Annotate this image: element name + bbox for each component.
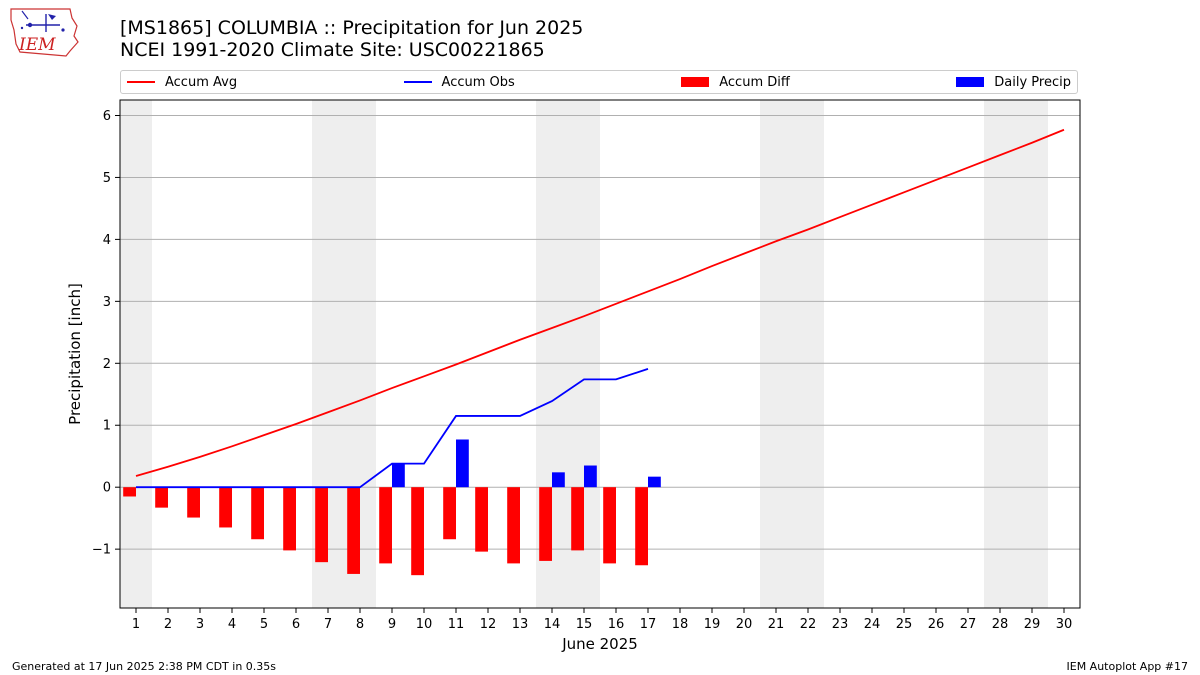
y-tick-label--1: −1 [92, 543, 111, 558]
x-tick-label-14: 14 [544, 617, 561, 632]
accum-diff-bar-2 [155, 487, 168, 508]
accum-obs-line [136, 368, 649, 489]
accum-diff-bar-1 [123, 487, 136, 497]
weekend-shade-22 [792, 100, 824, 608]
legend-label-accum-avg: Accum Avg [165, 74, 238, 90]
legend-swatch-daily-precip [956, 77, 985, 87]
x-tick-label-12: 12 [480, 617, 497, 632]
iem-logo-text: IEM [18, 35, 56, 55]
weekend-shade-29 [1016, 100, 1048, 608]
accum-diff-bar-14 [539, 487, 552, 561]
x-tick-label-5: 5 [260, 617, 268, 632]
legend-item-accum-diff: Accum Diff [681, 75, 790, 90]
legend-swatch-accum-obs [403, 81, 432, 83]
x-tick-label-8: 8 [356, 617, 364, 632]
y-tick-label-5: 5 [103, 171, 111, 186]
legend-item-accum-obs: Accum Obs [403, 74, 515, 90]
daily-precip-bar-15 [584, 465, 597, 488]
accum-diff-bar-11 [443, 487, 456, 540]
x-tick-label-24: 24 [864, 617, 881, 632]
x-tick-label-15: 15 [576, 617, 593, 632]
weekend-shade-21 [760, 100, 792, 608]
accum-diff-bar-13 [507, 487, 520, 564]
chart-subtitle: NCEI 1991-2020 Climate Site: USC00221865 [120, 39, 545, 61]
x-axis-label: June 2025 [561, 635, 638, 653]
x-tick-label-21: 21 [768, 617, 785, 632]
x-tick-label-18: 18 [672, 617, 689, 632]
footer-generated: Generated at 17 Jun 2025 2:38 PM CDT in … [12, 660, 277, 673]
x-tick-label-17: 17 [640, 617, 657, 632]
accum-diff-bar-5 [251, 487, 264, 540]
x-tick-label-30: 30 [1056, 617, 1073, 632]
x-tick-label-7: 7 [324, 617, 332, 632]
x-tick-label-20: 20 [736, 617, 753, 632]
x-tick-label-27: 27 [960, 617, 977, 632]
accum-diff-bar-16 [603, 487, 616, 564]
legend-item-daily-precip: Daily Precip [956, 75, 1071, 90]
accum-diff-bar-3 [187, 487, 200, 518]
daily-precip-bar-11 [456, 439, 469, 488]
y-tick-label-0: 0 [103, 481, 111, 496]
accum-diff-bar-6 [283, 487, 296, 551]
chart-title: [MS1865] COLUMBIA :: Precipitation for J… [120, 17, 584, 39]
daily-precip-bar-17 [648, 476, 661, 488]
daily-precip-bar-14 [552, 472, 565, 488]
accum-diff-bar-12 [475, 487, 488, 552]
accum-diff-bar-17 [635, 487, 648, 566]
legend-swatch-accum-diff [681, 77, 710, 87]
legend-label-daily-precip: Daily Precip [994, 74, 1071, 90]
accum-diff-bar-4 [219, 487, 232, 528]
weekend-shade-1 [120, 100, 152, 608]
x-tick-label-16: 16 [608, 617, 625, 632]
accum-diff-bar-9 [379, 487, 392, 564]
y-axis-label: Precipitation [inch] [66, 283, 84, 425]
x-tick-label-10: 10 [416, 617, 433, 632]
x-tick-label-19: 19 [704, 617, 721, 632]
legend: Accum Avg Accum Obs Accum Diff Daily Pre… [120, 70, 1078, 94]
x-tick-label-2: 2 [164, 617, 172, 632]
x-tick-label-9: 9 [388, 617, 396, 632]
x-tick-label-6: 6 [292, 617, 300, 632]
x-tick-label-3: 3 [196, 617, 204, 632]
accum-avg-line [135, 128, 1065, 477]
y-tick-label-3: 3 [103, 295, 111, 310]
legend-label-accum-obs: Accum Obs [441, 74, 515, 90]
accum-diff-bar-15 [571, 487, 584, 551]
accum-diff-bar-10 [411, 487, 424, 576]
x-tick-label-1: 1 [132, 617, 140, 632]
weekend-shade-28 [984, 100, 1016, 608]
x-tick-label-22: 22 [800, 617, 817, 632]
plot-frame [119, 99, 1081, 609]
x-tick-label-23: 23 [832, 617, 849, 632]
y-tick-label-2: 2 [103, 357, 111, 372]
accum-diff-bar-7 [315, 487, 328, 563]
x-tick-label-13: 13 [512, 617, 529, 632]
legend-label-accum-diff: Accum Diff [719, 74, 790, 90]
iem-logo-icon: IEM [10, 8, 79, 57]
legend-item-accum-avg: Accum Avg [127, 75, 237, 90]
x-tick-label-4: 4 [228, 617, 236, 632]
y-tick-label-1: 1 [103, 419, 111, 434]
x-tick-label-29: 29 [1024, 617, 1041, 632]
y-tick-label-6: 6 [103, 109, 111, 124]
x-tick-label-11: 11 [448, 617, 465, 632]
legend-swatch-accum-avg [127, 81, 155, 83]
footer-app-id: IEM Autoplot App #17 [1066, 660, 1189, 673]
x-tick-label-28: 28 [992, 617, 1009, 632]
x-tick-label-26: 26 [928, 617, 945, 632]
x-tick-label-25: 25 [896, 617, 913, 632]
daily-precip-bar-9 [392, 463, 405, 488]
accum-diff-bar-8 [347, 487, 360, 574]
y-tick-label-4: 4 [103, 233, 111, 248]
title-block: [MS1865] COLUMBIA :: Precipitation for J… [120, 17, 583, 61]
